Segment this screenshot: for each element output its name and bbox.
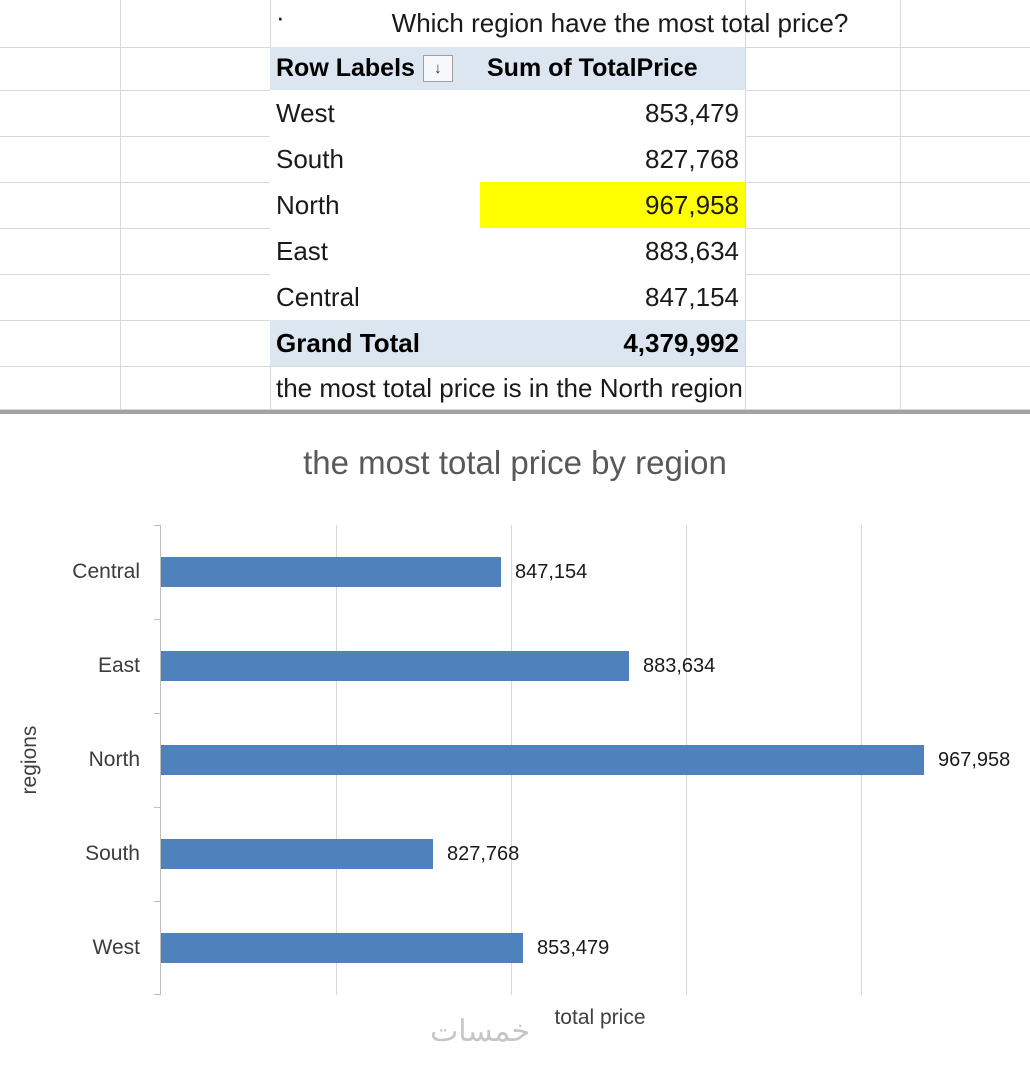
bar-value-label: 847,154 [515,560,588,583]
pivot-row-label[interactable]: South [276,143,344,174]
chart-title: the most total price by region [303,444,727,481]
answer-note-cell[interactable]: the most total price is in the North reg… [276,372,743,403]
axis-tick [154,619,161,620]
bullet-point: · [276,2,285,32]
bar-chart-section: the most total price by region 847,154 88… [0,414,1030,1074]
sort-filter-button[interactable]: ↓ [422,55,453,82]
pivot-row-label[interactable]: Central [276,281,360,312]
pivot-row-west[interactable]: West 853,479 [270,90,745,136]
category-label-east: East [97,654,140,677]
pivot-row-value[interactable]: 827,768 [645,143,739,174]
pivot-row-north[interactable]: North 967,958 [270,182,745,228]
pivot-row-label[interactable]: West [276,97,335,128]
grand-total-label: Grand Total [276,327,420,358]
question-text: Which region have the most total price? [391,8,849,38]
category-label-central: Central [72,560,140,583]
category-label-south: South [85,842,140,865]
pivot-header-row[interactable]: Row Labels ↓ Sum of TotalPrice [270,47,745,90]
chart-bar-central [161,557,501,587]
chart-bar-south [161,839,433,869]
axis-tick [154,994,161,995]
pivot-row-central[interactable]: Central 847,154 [270,274,745,320]
bar-value-label: 883,634 [643,654,716,677]
row-labels-header: Row Labels [276,54,415,82]
grand-total-row[interactable]: Grand Total 4,379,992 [270,320,745,366]
sort-descending-icon: ↓ [434,60,442,77]
sheet-gridline-v [900,0,901,410]
pivot-row-value[interactable]: 883,634 [645,235,739,266]
pivot-row-label[interactable]: East [276,235,329,266]
pivot-row-label[interactable]: North [276,189,340,220]
category-label-west: West [92,936,140,959]
sheet-gridline-h [0,366,1030,367]
sheet-gridline-v [120,0,121,410]
question-cell[interactable]: · Which region have the most total price… [270,0,970,47]
pivot-row-value[interactable]: 853,479 [645,97,739,128]
axis-tick [154,713,161,714]
sheet-gridline-v [745,0,746,410]
bar-value-label: 853,479 [537,936,610,959]
x-axis-title: total price [554,1006,646,1029]
chart-bar-north [161,745,924,775]
pivot-row-value[interactable]: 967,958 [480,182,745,228]
axis-tick [154,901,161,902]
chart-bar-east [161,651,629,681]
chart-bar-west [161,933,523,963]
category-label-north: North [88,748,140,771]
bar-value-label: 827,768 [447,842,520,865]
axis-tick [154,807,161,808]
khamsat-watermark: خمسات [429,1015,531,1048]
grand-total-value: 4,379,992 [623,327,739,358]
bar-value-label: 967,958 [938,748,1011,771]
pivot-row-value[interactable]: 847,154 [645,281,739,312]
spreadsheet-section: · Which region have the most total price… [0,0,1030,410]
axis-tick [154,525,161,526]
section-divider [0,410,1030,414]
value-column-header: Sum of TotalPrice [487,54,698,82]
pivot-row-east[interactable]: East 883,634 [270,228,745,274]
sheet-gridline-h [0,409,1030,410]
chart-plot-area: 847,154 883,634 967,958 827,768 853,479 [154,525,1010,995]
pivot-row-south[interactable]: South 827,768 [270,136,745,182]
